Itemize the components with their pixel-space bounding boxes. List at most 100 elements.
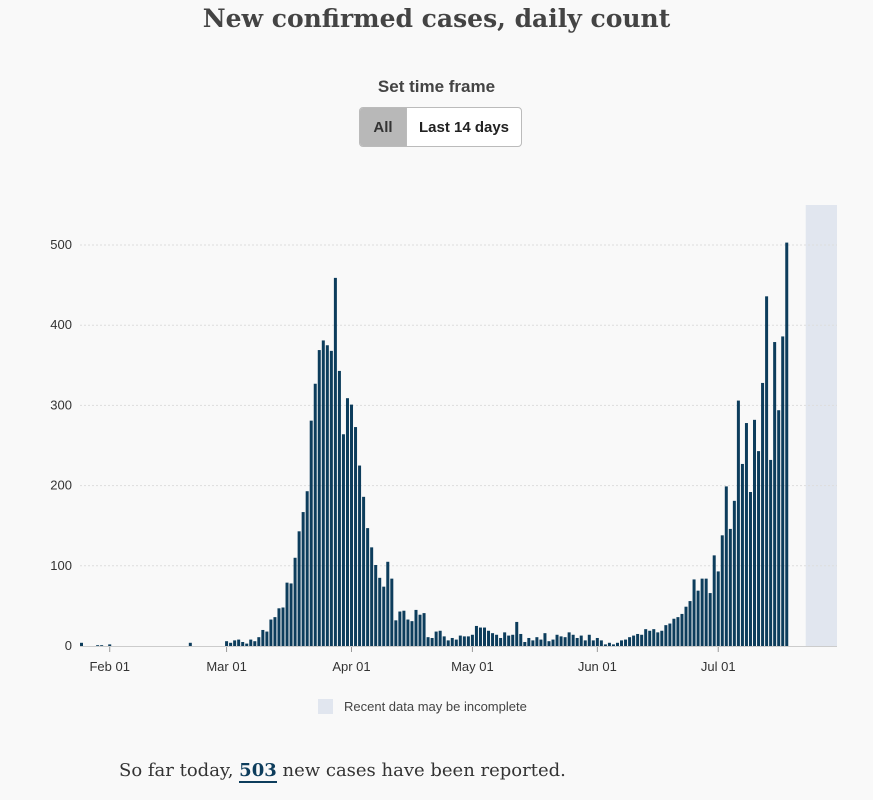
- bar: [418, 614, 422, 646]
- y-tick-label: 500: [50, 237, 72, 252]
- bar: [398, 611, 402, 646]
- bar: [495, 634, 499, 646]
- bar: [724, 486, 728, 646]
- bar: [317, 350, 321, 646]
- bar: [571, 634, 575, 646]
- bar: [668, 623, 672, 646]
- y-tick-label: 0: [65, 638, 72, 653]
- bar: [559, 636, 563, 646]
- bar: [237, 639, 241, 646]
- bar: [684, 606, 688, 646]
- y-tick-label: 400: [50, 317, 72, 332]
- bar: [555, 634, 559, 646]
- incomplete-data-swatch: [318, 699, 333, 714]
- bar: [426, 637, 430, 646]
- bar: [446, 640, 450, 646]
- bar: [80, 642, 83, 646]
- bar: [366, 528, 370, 646]
- bar: [188, 642, 192, 646]
- today-count-link[interactable]: 503: [239, 760, 277, 783]
- bar: [309, 420, 313, 646]
- bar: [611, 644, 615, 646]
- bar: [354, 427, 358, 646]
- bar: [108, 644, 112, 646]
- bar: [551, 639, 555, 646]
- bar: [603, 644, 607, 646]
- bar: [261, 629, 265, 646]
- bar: [543, 633, 547, 646]
- bar: [386, 561, 390, 646]
- bar: [257, 637, 261, 646]
- time-frame-all-button[interactable]: All: [360, 108, 407, 146]
- bar: [736, 400, 740, 646]
- bar: [539, 639, 543, 646]
- bar: [390, 578, 394, 646]
- bar: [454, 639, 458, 646]
- bar: [547, 641, 551, 646]
- bar: [462, 636, 466, 646]
- bar: [753, 419, 757, 646]
- bar: [563, 637, 567, 646]
- y-tick-label: 200: [50, 478, 72, 493]
- bar: [781, 336, 785, 646]
- bar: [740, 463, 744, 646]
- bar: [720, 535, 724, 646]
- summary-suffix: new cases have been reported.: [282, 760, 566, 781]
- bar: [567, 632, 571, 646]
- daily-cases-chart: 0 100 200 300 400 500 Feb 01 Mar 01 Apr 01 May 01…: [50, 205, 837, 674]
- bar: [422, 613, 426, 646]
- bar: [466, 636, 470, 646]
- bar: [531, 640, 535, 646]
- x-tick-label: Jun 01: [578, 659, 617, 674]
- bar: [438, 630, 442, 646]
- bar: [499, 637, 503, 646]
- x-tick-label: Feb 01: [89, 659, 129, 674]
- bar: [599, 640, 603, 646]
- bar: [519, 633, 523, 646]
- bar: [265, 631, 269, 646]
- bar: [281, 607, 285, 646]
- bar: [487, 630, 491, 646]
- bar: [728, 528, 732, 646]
- bar: [777, 410, 781, 646]
- bar: [640, 634, 644, 646]
- bar: [744, 423, 748, 646]
- bar: [321, 340, 325, 646]
- bar: [676, 617, 680, 646]
- bar: [632, 635, 636, 646]
- bar: [765, 296, 769, 646]
- bar: [708, 593, 712, 646]
- bar: [434, 631, 438, 646]
- bar: [748, 492, 752, 646]
- bar: [245, 643, 249, 646]
- bar: [483, 627, 486, 646]
- bar: [696, 590, 700, 646]
- x-tick-label: May 01: [451, 659, 494, 674]
- bar: [478, 627, 482, 646]
- x-tick-label: Mar 01: [206, 659, 246, 674]
- time-frame-label: Set time frame: [377, 77, 496, 96]
- bar: [692, 579, 696, 646]
- bar: [511, 634, 515, 646]
- bar: [652, 629, 656, 646]
- bar: [648, 630, 652, 646]
- bar: [688, 601, 692, 646]
- bar: [583, 640, 587, 646]
- time-frame-last-14-days-button[interactable]: Last 14 days: [418, 118, 510, 136]
- bar: [656, 632, 660, 646]
- bar: [241, 641, 245, 646]
- bar: [249, 639, 253, 646]
- bar: [370, 547, 374, 646]
- bar: [660, 630, 664, 646]
- bar: [450, 637, 454, 646]
- bar: [595, 637, 599, 646]
- bar: [624, 639, 628, 646]
- bar: [358, 465, 362, 646]
- bar: [503, 632, 507, 646]
- bar: [285, 582, 289, 646]
- bar: [402, 610, 406, 646]
- bar: [337, 370, 341, 646]
- y-tick-label: 100: [50, 558, 72, 573]
- bar: [732, 500, 736, 646]
- bar: [410, 621, 414, 646]
